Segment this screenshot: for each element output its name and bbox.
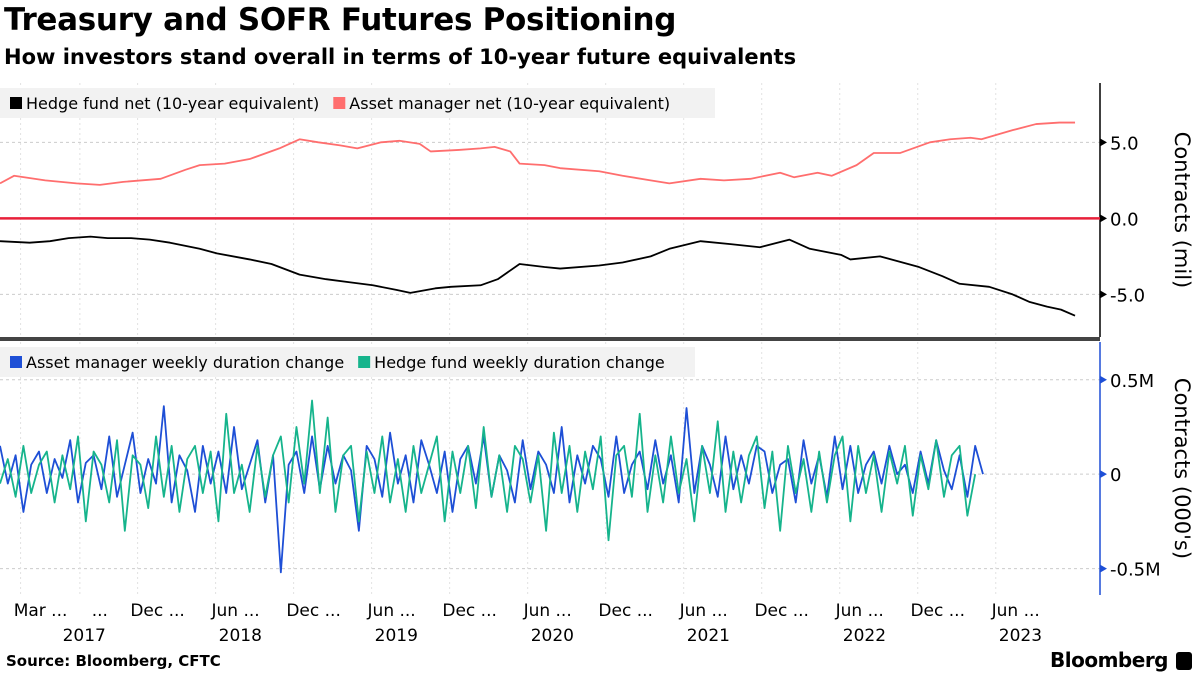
- y-tick-label: -5.0: [1110, 285, 1145, 306]
- y-tick-label: 0.5M: [1110, 371, 1154, 392]
- y-tick-label: 5.0: [1110, 133, 1139, 154]
- x-year-label: 2022: [843, 626, 886, 646]
- x-tick-label: Jun ...: [211, 601, 260, 621]
- y-tick-marker: [1100, 214, 1107, 223]
- x-tick-label: Mar ...: [14, 601, 68, 621]
- chart-subtitle: How investors stand overall in terms of …: [4, 45, 797, 69]
- legend-box: [0, 347, 695, 377]
- legend-label: Hedge fund weekly duration change: [374, 353, 665, 372]
- x-tick-label: Dec ...: [754, 601, 809, 621]
- source-note: Source: Bloomberg, CFTC: [6, 652, 221, 670]
- bloomberg-logo: Bloomberg: [1050, 648, 1168, 672]
- chart-title: Treasury and SOFR Futures Positioning: [4, 2, 677, 38]
- x-year-label: 2023: [999, 626, 1042, 646]
- x-tick-label: Jun ...: [679, 601, 728, 621]
- y-tick-label: 0: [1110, 465, 1121, 486]
- legend-swatch: [10, 356, 22, 368]
- x-tick-label: Jun ...: [835, 601, 884, 621]
- legend-swatch: [333, 97, 346, 109]
- x-tick-label: Dec ...: [910, 601, 965, 621]
- y-tick-label: -0.5M: [1110, 560, 1161, 581]
- x-tick-label: Dec ...: [598, 601, 653, 621]
- legend-box: [0, 88, 715, 118]
- series-line-1: [0, 399, 977, 542]
- x-tick-label: ...: [92, 601, 108, 621]
- x-year-label: 2018: [219, 626, 262, 646]
- y-tick-marker: [1100, 138, 1107, 147]
- y-tick-marker: [1100, 470, 1107, 479]
- x-tick-label: Jun ...: [367, 601, 416, 621]
- y-axis-title: Contracts (000's): [1170, 378, 1194, 559]
- x-tick-label: Jun ...: [523, 601, 572, 621]
- x-year-label: 2017: [63, 626, 106, 646]
- panel-separator: [0, 337, 1100, 341]
- series-line-1: [0, 121, 1076, 186]
- legend-swatch: [10, 97, 22, 109]
- x-tick-label: Dec ...: [130, 601, 185, 621]
- x-year-label: 2019: [375, 626, 418, 646]
- x-tick-label: Dec ...: [442, 601, 497, 621]
- legend-swatch: [358, 356, 371, 368]
- x-tick-label: Jun ...: [991, 601, 1040, 621]
- y-tick-marker: [1100, 375, 1107, 384]
- legend-label: Asset manager net (10-year equivalent): [349, 94, 670, 113]
- bloomberg-logo-icon: [1176, 652, 1192, 670]
- x-year-label: 2021: [687, 626, 730, 646]
- legend-label: Asset manager weekly duration change: [26, 353, 344, 372]
- y-tick-marker: [1100, 290, 1107, 299]
- y-tick-marker: [1100, 564, 1107, 573]
- y-tick-label: 0.0: [1110, 209, 1139, 230]
- x-tick-label: Dec ...: [286, 601, 341, 621]
- y-axis-title: Contracts (mil): [1170, 132, 1194, 288]
- x-year-label: 2020: [531, 626, 574, 646]
- legend-label: Hedge fund net (10-year equivalent): [26, 94, 319, 113]
- series-line-0: [0, 235, 1076, 317]
